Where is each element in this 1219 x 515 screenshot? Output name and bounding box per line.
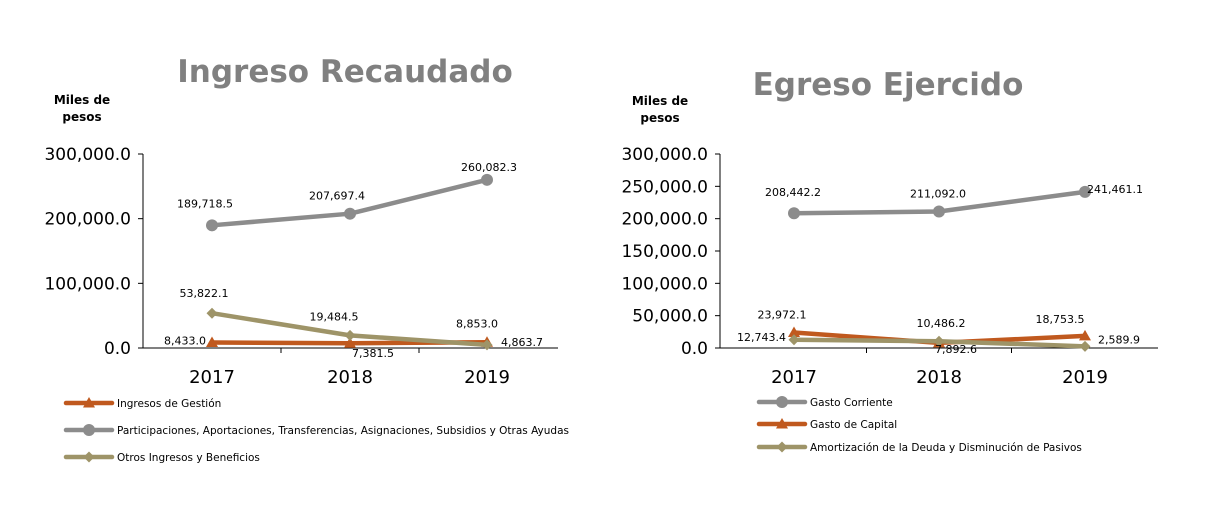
legend-marker <box>776 418 788 429</box>
x-tick-label: 2017 <box>189 367 235 388</box>
legend-label: Participaciones, Aportaciones, Transfere… <box>117 425 569 437</box>
data-label: 4,863.7 <box>501 336 543 349</box>
y-tick-label: 300,000.0 <box>44 145 131 165</box>
data-point-participaciones-aportaciones-transferenc <box>344 207 356 220</box>
data-point-ingresos-de-gestion <box>344 337 356 348</box>
data-label: 23,972.1 <box>758 308 807 321</box>
x-tick-label: 2019 <box>464 367 510 388</box>
legend-marker <box>776 441 788 453</box>
y-tick-label: 100,000.0 <box>621 274 708 294</box>
data-label: 260,082.3 <box>461 161 517 174</box>
data-label: 7,381.5 <box>352 347 394 360</box>
x-tick-label: 2019 <box>1062 367 1108 388</box>
y-tick-label: 0.0 <box>681 339 708 359</box>
data-point-otros-ingresos-y-beneficios <box>481 339 493 351</box>
y-tick-label: 150,000.0 <box>621 242 708 262</box>
y-tick-label: 200,000.0 <box>621 210 708 230</box>
legend-marker <box>83 397 95 408</box>
data-label: 211,092.0 <box>910 187 966 200</box>
legend-marker <box>776 396 788 408</box>
y-axis-unit-line-2: pesos <box>62 110 101 124</box>
data-label: 208,442.2 <box>765 186 821 199</box>
data-point-amortizacion-de-la-deuda-y-disminucion-d <box>1079 340 1091 352</box>
data-point-gasto-corriente <box>933 205 945 218</box>
y-tick-label: 300,000.0 <box>621 145 708 165</box>
data-label: 207,697.4 <box>309 190 365 203</box>
legend-marker <box>83 424 95 436</box>
legend-label: Otros Ingresos y Beneficios <box>117 452 260 464</box>
data-point-participaciones-aportaciones-transferenc <box>206 219 218 232</box>
data-label: 19,484.5 <box>310 310 359 323</box>
y-tick-label: 100,000.0 <box>44 274 131 294</box>
data-label: 53,822.1 <box>180 287 229 300</box>
x-tick-label: 2017 <box>771 367 817 388</box>
egreso-ejercido-chart: Egreso Ejercido Miles de pesos 0.0 50,000… <box>621 67 1158 454</box>
data-point-amortizacion-de-la-deuda-y-disminucion-d <box>788 334 800 346</box>
data-point-amortizacion-de-la-deuda-y-disminucion-d <box>933 335 945 347</box>
data-label: 10,486.2 <box>917 317 966 330</box>
data-point-participaciones-aportaciones-transferenc <box>481 173 493 186</box>
data-point-gasto-corriente <box>1079 185 1091 198</box>
y-axis-unit-line-2: pesos <box>640 111 679 125</box>
y-tick-label: 200,000.0 <box>44 210 131 230</box>
y-axis-unit-line-1: Miles de <box>632 94 688 108</box>
y-tick-label: 250,000.0 <box>621 177 708 197</box>
data-point-otros-ingresos-y-beneficios <box>344 329 356 341</box>
data-label: 12,743.4 <box>737 331 786 344</box>
legend-label: Gasto Corriente <box>810 397 893 409</box>
y-tick-label: 0.0 <box>104 339 131 359</box>
data-point-gasto-de-capital <box>788 326 800 337</box>
legend-label: Ingresos de Gestión <box>117 398 221 410</box>
legend-label: Gasto de Capital <box>810 419 897 431</box>
x-tick-label: 2018 <box>916 367 962 388</box>
legend-marker <box>83 451 95 463</box>
data-label: 7,892.6 <box>935 343 977 356</box>
data-point-gasto-de-capital <box>1079 329 1091 341</box>
data-label: 8,433.0 <box>164 335 206 348</box>
data-label: 189,718.5 <box>177 197 233 210</box>
x-tick-label: 2018 <box>327 367 373 388</box>
data-label: 8,853.0 <box>456 317 498 330</box>
ingreso-recaudado-chart: Ingreso Recaudado Miles de pesos 0.0 100,… <box>44 54 569 464</box>
data-label: 18,753.5 <box>1036 313 1085 326</box>
data-point-ingresos-de-gestion <box>206 336 218 348</box>
data-label: 2,589.9 <box>1098 333 1140 346</box>
legend-label: Amortización de la Deuda y Disminución d… <box>810 442 1082 454</box>
data-label: 241,461.1 <box>1087 183 1143 196</box>
data-point-otros-ingresos-y-beneficios <box>206 307 218 319</box>
data-point-gasto-corriente <box>788 207 800 220</box>
y-tick-label: 50,000.0 <box>632 307 708 327</box>
chart-title: Ingreso Recaudado <box>177 54 513 90</box>
chart-title: Egreso Ejercido <box>753 67 1024 103</box>
y-axis-unit-line-1: Miles de <box>54 93 110 107</box>
